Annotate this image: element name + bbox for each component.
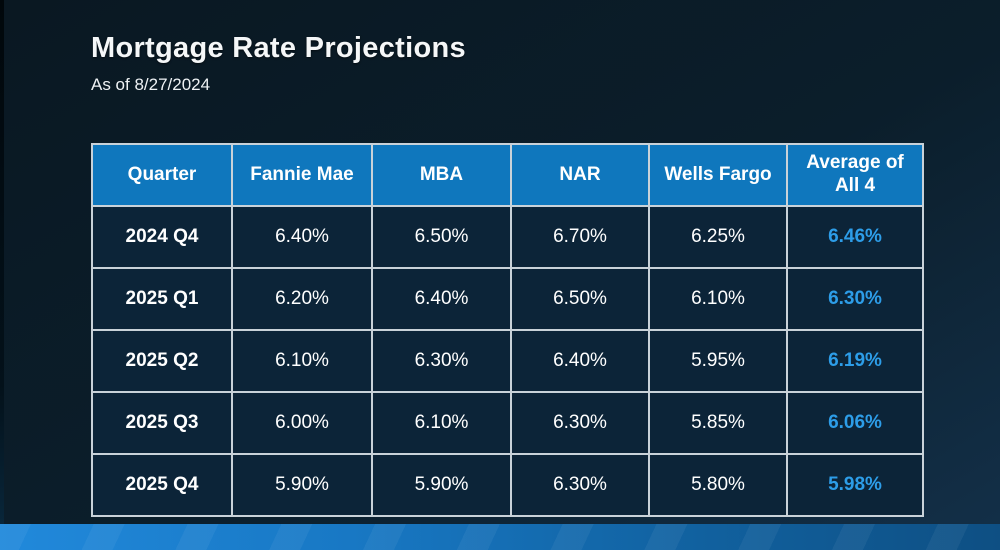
rate-value-cell: 6.00% [231,391,373,455]
rate-value-cell: 5.80% [648,453,788,517]
footer-accent-bar [0,524,1000,550]
page-subtitle: As of 8/27/2024 [91,75,211,94]
rate-value-cell: 6.50% [510,267,650,331]
rate-value-cell: 6.10% [371,391,512,455]
mortgage-rate-projections-table: Quarter Fannie Mae MBA NAR Wells Fargo A… [91,143,924,517]
row-quarter-label: 2025 Q4 [91,453,233,517]
average-value-cell: 5.98% [786,453,924,517]
page-title: Mortgage Rate Projections [91,32,466,64]
rate-value-cell: 6.30% [510,391,650,455]
table-header-row: Quarter Fannie Mae MBA NAR Wells Fargo A… [91,143,924,207]
average-value-cell: 6.46% [786,205,924,269]
column-header-nar: NAR [510,143,650,207]
row-quarter-label: 2025 Q2 [91,329,233,393]
table-row: 2025 Q4 5.90% 5.90% 6.30% 5.80% 5.98% [91,453,924,517]
table-body: 2024 Q4 6.40% 6.50% 6.70% 6.25% 6.46% 2025 Q1 6… [91,205,924,517]
average-value-cell: 6.06% [786,391,924,455]
rate-value-cell: 6.70% [510,205,650,269]
rate-value-cell: 6.10% [231,329,373,393]
column-header-average: Average of All 4 [786,143,924,207]
rate-value-cell: 5.95% [648,329,788,393]
column-header-fannie-mae: Fannie Mae [231,143,373,207]
table-row: 2025 Q1 6.20% 6.40% 6.50% 6.10% 6.30% [91,267,924,331]
rate-value-cell: 5.85% [648,391,788,455]
column-header-quarter: Quarter [91,143,233,207]
rate-value-cell: 6.40% [510,329,650,393]
row-quarter-label: 2025 Q3 [91,391,233,455]
projections-table-wrap: Quarter Fannie Mae MBA NAR Wells Fargo A… [91,143,924,517]
average-value-cell: 6.19% [786,329,924,393]
rate-value-cell: 5.90% [371,453,512,517]
table-row: 2025 Q2 6.10% 6.30% 6.40% 5.95% 6.19% [91,329,924,393]
rate-value-cell: 6.10% [648,267,788,331]
column-header-mba: MBA [371,143,512,207]
rate-value-cell: 6.40% [371,267,512,331]
average-value-cell: 6.30% [786,267,924,331]
table-row: 2024 Q4 6.40% 6.50% 6.70% 6.25% 6.46% [91,205,924,269]
slide-header: Mortgage Rate Projections As of 8/27/202… [91,32,466,95]
rate-value-cell: 6.20% [231,267,373,331]
rate-value-cell: 6.40% [231,205,373,269]
rate-value-cell: 6.25% [648,205,788,269]
left-edge-shadow [0,0,4,550]
column-header-wells-fargo: Wells Fargo [648,143,788,207]
rate-value-cell: 6.30% [510,453,650,517]
rate-value-cell: 6.30% [371,329,512,393]
row-quarter-label: 2024 Q4 [91,205,233,269]
table-row: 2025 Q3 6.00% 6.10% 6.30% 5.85% 6.06% [91,391,924,455]
rate-value-cell: 6.50% [371,205,512,269]
row-quarter-label: 2025 Q1 [91,267,233,331]
rate-value-cell: 5.90% [231,453,373,517]
